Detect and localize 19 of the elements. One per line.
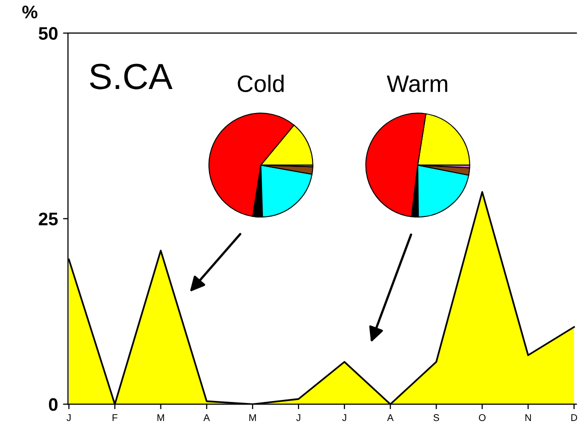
x-tick-label: J [342,414,346,422]
x-tick-label: A [203,414,210,421]
chart-title: Warm [386,76,448,92]
chart-title: Cold [238,74,284,92]
x-tick-label: O [478,414,486,422]
y-tick-label: 25 [38,212,58,226]
y-tick-label: 50 [38,27,58,40]
x-tick-label: J [66,414,71,422]
x-tick-label: J [296,414,300,422]
x-tick-label: S [433,414,440,422]
x-tick-label: N [525,414,531,421]
x-tick-label: A [387,414,394,421]
x-tick-label: M [157,414,164,421]
x-tick-label: M [249,414,256,421]
y-axis-title: % [22,6,38,18]
x-tick-label: D [571,414,578,421]
y-tick-label: 0 [48,398,58,411]
annotation: S.CA [90,64,173,90]
x-tick-label: F [112,414,118,421]
